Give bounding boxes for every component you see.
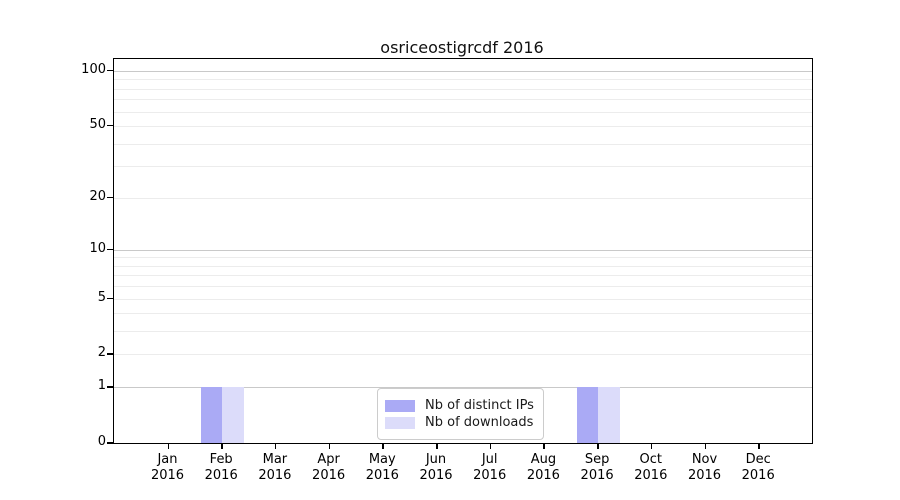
- x-tick-label-oct: Oct 2016: [621, 452, 681, 484]
- x-tick-year: 2016: [258, 468, 292, 483]
- x-tick-month: Mar: [262, 452, 288, 467]
- x-tick-label-dec: Dec 2016: [728, 452, 788, 484]
- x-tick-mark-jun: [436, 443, 438, 449]
- y-tick-label-20: 20: [89, 188, 106, 204]
- x-tick-label-jun: Jun 2016: [406, 452, 466, 484]
- x-tick-year: 2016: [526, 468, 560, 483]
- y-tick-label-50: 50: [89, 116, 106, 132]
- x-tick-year: 2016: [473, 468, 507, 483]
- x-tick-month: Aug: [530, 452, 557, 467]
- x-tick-mark-oct: [650, 443, 653, 449]
- distinct-ips-swatch: [385, 399, 415, 412]
- x-tick-mark-may: [382, 443, 384, 449]
- x-tick-month: Oct: [639, 452, 663, 467]
- bar-nb-of-downloads-sep: [598, 387, 620, 443]
- gridline-minor-40: [114, 143, 812, 145]
- y-tick-mark-2: [107, 353, 113, 355]
- x-tick-month: Apr: [317, 452, 340, 467]
- x-tick-label-may: May 2016: [352, 452, 412, 484]
- x-tick-year: 2016: [365, 468, 399, 483]
- gridline-minor-90: [114, 79, 812, 81]
- y-tick-mark-20: [107, 196, 113, 198]
- gridline-minor-8: [114, 265, 812, 267]
- x-tick-label-nov: Nov 2016: [675, 452, 735, 484]
- gridline-minor-80: [114, 88, 812, 90]
- x-tick-mark-jul: [489, 443, 492, 449]
- x-tick-year: 2016: [687, 468, 722, 483]
- x-tick-label-aug: Aug 2016: [513, 452, 573, 484]
- x-tick-label-jan: Jan 2016: [138, 452, 198, 484]
- x-tick-mark-mar: [274, 443, 277, 449]
- x-tick-month: Jan: [157, 452, 178, 467]
- y-tick-label-2: 2: [97, 345, 106, 361]
- gridline-major-1: [114, 387, 812, 389]
- x-tick-mark-aug: [543, 443, 545, 449]
- x-tick-label-mar: Mar 2016: [245, 452, 305, 484]
- x-tick-month: Jun: [425, 452, 447, 467]
- x-tick-month: Feb: [209, 452, 233, 467]
- bar-nb-of-distinct-ips-feb: [200, 387, 223, 443]
- x-tick-year: 2016: [204, 468, 238, 483]
- x-tick-year: 2016: [634, 468, 668, 483]
- x-tick-year: 2016: [312, 468, 346, 483]
- y-tick-label-1: 1: [97, 378, 106, 394]
- gridline-minor-7: [114, 275, 812, 277]
- x-tick-month: Nov: [691, 452, 718, 467]
- gridline-minor-50: [114, 125, 812, 127]
- x-tick-mark-nov: [704, 443, 706, 449]
- x-tick-year: 2016: [419, 468, 453, 483]
- y-tick-mark-5: [107, 297, 113, 300]
- x-tick-label-sep: Sep 2016: [567, 452, 627, 484]
- y-tick-label-0: 0: [97, 434, 106, 449]
- x-tick-label-apr: Apr 2016: [299, 452, 359, 484]
- gridline-minor-70: [114, 99, 812, 101]
- chart-title: osriceostigrcdf 2016: [380, 38, 544, 57]
- x-tick-month: Dec: [745, 452, 771, 467]
- gridline-major-10: [114, 249, 812, 251]
- y-tick-label-5: 5: [97, 289, 106, 305]
- x-tick-month: Sep: [584, 452, 610, 467]
- y-tick-label-100: 100: [81, 61, 106, 77]
- gridline-minor-4: [114, 313, 812, 315]
- legend-row-downloads: Nb of downloads: [385, 415, 534, 430]
- gridline-minor-5: [114, 298, 812, 300]
- x-tick-mark-feb: [221, 443, 223, 449]
- legend: Nb of distinct IPs Nb of downloads: [377, 388, 544, 440]
- y-tick-mark-50: [107, 124, 113, 127]
- downloads-swatch: [385, 416, 415, 429]
- gridline-minor-9: [114, 257, 812, 259]
- x-tick-mark-apr: [328, 443, 331, 449]
- x-tick-month: May: [368, 452, 396, 467]
- gridline-minor-2: [114, 354, 812, 356]
- x-tick-mark-dec: [758, 443, 760, 449]
- distinct-ips-label: Nb of distinct IPs: [425, 398, 534, 413]
- y-tick-mark-10: [107, 248, 113, 251]
- gridline-minor-60: [114, 111, 812, 113]
- x-tick-label-feb: Feb 2016: [191, 452, 251, 484]
- gridline-major-100: [114, 70, 812, 72]
- gridline-minor-20: [114, 197, 812, 199]
- bar-nb-of-distinct-ips-sep: [576, 387, 599, 443]
- x-tick-month: Jul: [481, 452, 498, 467]
- y-tick-mark-1: [107, 386, 113, 388]
- bar-nb-of-downloads-feb: [222, 387, 244, 443]
- gridline-minor-30: [114, 166, 812, 168]
- gridline-minor-6: [114, 286, 812, 288]
- y-tick-mark-0: [107, 442, 113, 444]
- x-tick-label-jul: Jul 2016: [460, 452, 520, 484]
- x-tick-year: 2016: [150, 468, 185, 483]
- downloads-label: Nb of downloads: [425, 415, 534, 430]
- plot-area: [113, 58, 813, 444]
- x-tick-mark-sep: [597, 443, 599, 449]
- y-tick-mark-100: [107, 69, 113, 72]
- x-tick-year: 2016: [580, 468, 614, 483]
- legend-row-distinct-ips: Nb of distinct IPs: [385, 398, 534, 413]
- x-tick-mark-jan: [167, 443, 169, 449]
- gridline-minor-3: [114, 331, 812, 333]
- x-tick-year: 2016: [741, 468, 775, 483]
- y-tick-label-10: 10: [89, 240, 106, 256]
